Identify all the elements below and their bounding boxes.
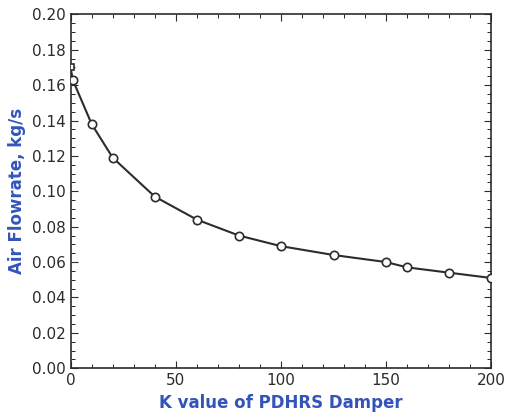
X-axis label: K value of PDHRS Damper: K value of PDHRS Damper: [159, 394, 403, 412]
Y-axis label: Air Flowrate, kg/s: Air Flowrate, kg/s: [8, 108, 26, 274]
